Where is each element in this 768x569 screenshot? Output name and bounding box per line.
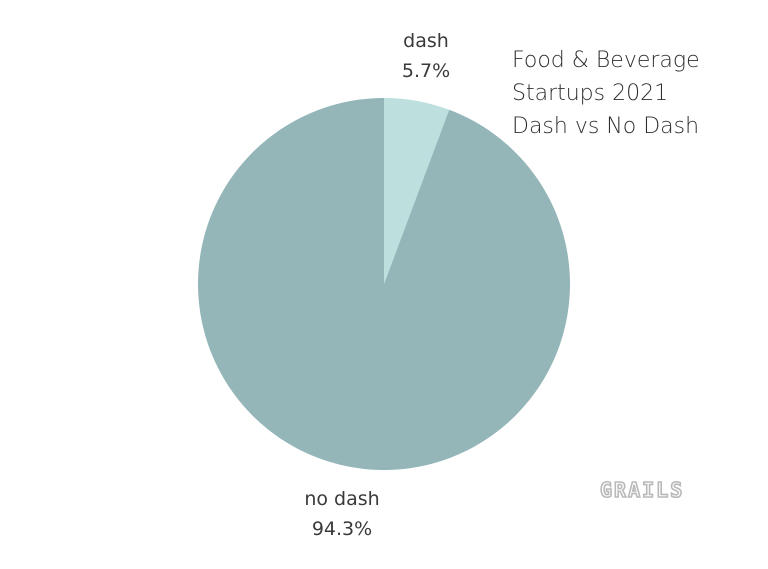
pie-slice-no-dash [197, 98, 570, 470]
slice-label-dash: dash 5.7% [386, 26, 466, 86]
slice-label-no-dash: no dash 94.3% [272, 484, 412, 544]
slice-value-no-dash: 94.3% [311, 518, 373, 540]
chart-title-line-2: Startups 2021 [512, 81, 669, 106]
chart-title-line-1: Food & Beverage [512, 48, 700, 73]
slice-value-dash: 5.7% [401, 60, 451, 82]
grails-watermark-logo: GRAILS [599, 477, 685, 503]
chart-title-line-3: Dash vs No Dash [512, 114, 700, 139]
slice-name-no-dash: no dash [304, 488, 380, 510]
chart-title: Food & Beverage Startups 2021 Dash vs No… [512, 44, 700, 143]
pie-slice-dash [384, 98, 450, 284]
slice-name-dash: dash [403, 30, 449, 52]
